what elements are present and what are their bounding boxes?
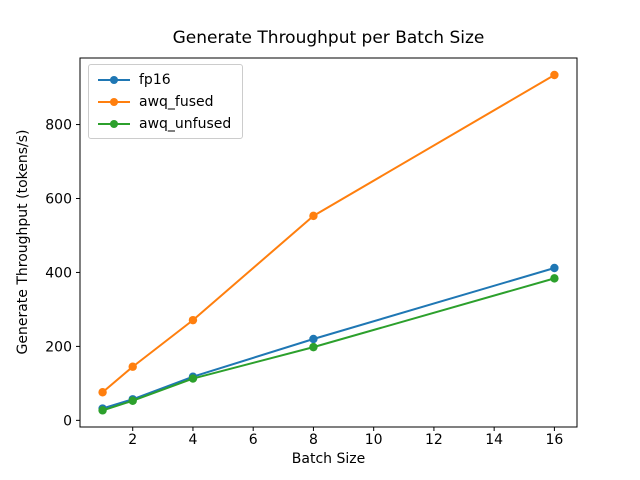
- series-line-awq_unfused: [102, 277, 555, 412]
- data-point-awq_fused-x4: [188, 315, 198, 325]
- legend: fp16 awq_fused awq_unfused: [88, 64, 244, 139]
- data-point-awq_unfused-x1: [98, 406, 107, 415]
- x-axis-label: Batch Size: [291, 451, 366, 467]
- data-point-awq_unfused-x8: [309, 342, 318, 352]
- marker-dot-icon: [110, 119, 118, 128]
- y-tick-label: 200: [45, 339, 72, 355]
- legend-entry-fp16: fp16: [98, 71, 231, 88]
- x-tick-label: 8: [309, 432, 318, 448]
- marker-dot-icon: [110, 97, 118, 106]
- legend-entry-awq-unfused: awq_unfused: [98, 115, 232, 132]
- data-point-awq_fused-x16: [550, 70, 559, 80]
- axes-border: [79, 57, 578, 428]
- y-tick-label: 600: [45, 192, 72, 208]
- data-point-awq_unfused-x4: [188, 374, 198, 383]
- x-tick-label: 14: [485, 432, 503, 448]
- legend-label: awq_unfused: [139, 115, 232, 132]
- y-axis-label: Generate Throughput (tokens/s): [15, 130, 31, 355]
- x-tick-label: 12: [425, 432, 443, 448]
- legend-line-marker-sample: [98, 75, 130, 85]
- x-tick-label: 2: [128, 432, 137, 448]
- legend-label: fp16: [139, 71, 171, 88]
- y-tick-label: 400: [45, 265, 72, 281]
- chart-title: Generate Throughput per Batch Size: [172, 28, 485, 48]
- legend-line-marker-sample: [98, 97, 130, 107]
- x-tick-label: 10: [365, 432, 383, 448]
- legend-entry-awq-fused: awq_fused: [98, 93, 231, 110]
- legend-line-marker-sample: [98, 119, 130, 129]
- data-point-fp16-x8: [309, 334, 318, 344]
- data-point-awq_fused-x8: [309, 211, 318, 221]
- y-tick-label: 0: [63, 413, 72, 429]
- data-point-fp16-x16: [550, 263, 559, 273]
- x-tick-label: 4: [188, 432, 197, 448]
- marker-dot-icon: [110, 75, 118, 84]
- x-tick-label: 16: [545, 432, 563, 448]
- x-tick-label: 6: [249, 432, 258, 448]
- legend-label: awq_fused: [139, 93, 214, 110]
- data-point-awq_unfused-x2: [128, 396, 137, 405]
- data-point-awq_fused-x2: [128, 362, 137, 371]
- data-point-awq_unfused-x16: [550, 274, 559, 283]
- data-point-awq_fused-x1: [98, 388, 107, 397]
- y-tick-label: 800: [45, 118, 72, 134]
